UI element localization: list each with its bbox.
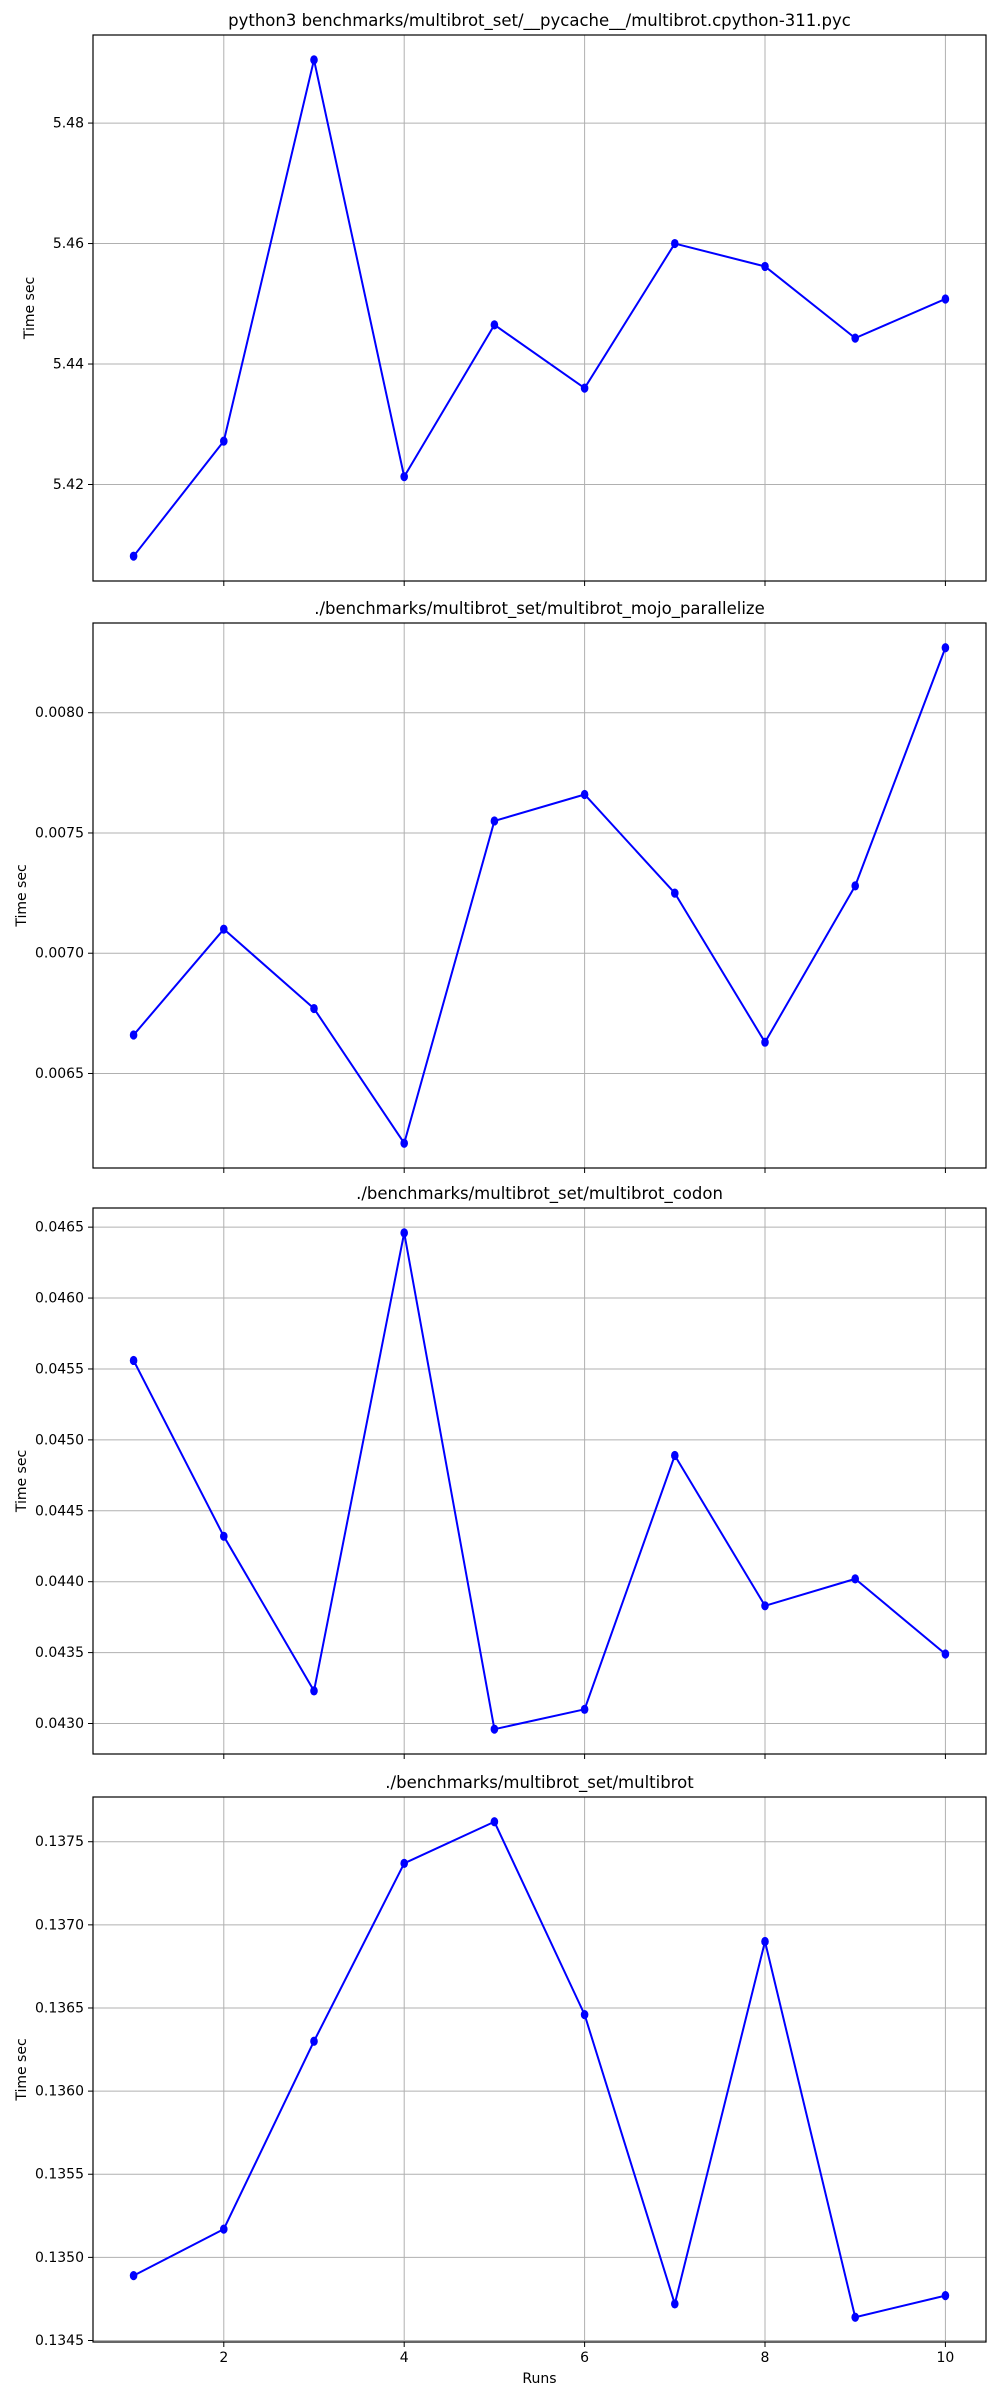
chart-2-line [132,646,947,1145]
chart-4-title: ./benchmarks/multibrot_set/multibrot [385,1773,694,1793]
chart-4-x-tick-label: 10 [936,2350,954,2366]
chart-3-y-axis-label: Time sec [14,1450,30,1513]
chart-3-y-tick-label: 0.0440 [35,1574,84,1590]
chart-3-y-tick-label: 0.0455 [35,1361,84,1377]
chart-4-point [310,2036,318,2046]
chart-1-point [580,383,589,393]
chart-1-point [129,551,138,561]
chart-1-point [310,55,318,65]
chart-3-point [851,1574,860,1584]
chart-3-y-tick-label: 0.0460 [35,1291,84,1307]
chart-4-point [400,1858,408,1868]
chart-3-y-tick-label: 0.0435 [35,1645,84,1661]
chart-2-y-tick-label: 0.0070 [35,946,84,962]
chart-2-point [310,1003,318,1014]
chart-2-title: ./benchmarks/multibrot_set/multibrot_moj… [314,599,765,619]
chart-4-point [580,2010,589,2020]
chart-4-point [490,1817,499,1827]
chart-4-point [671,2299,679,2309]
chart-4-point [851,2312,860,2322]
chart-1-y-axis-label: Time sec [22,277,38,340]
chart-4-y-axis-label: Time sec [14,2038,30,2101]
chart-1-y-tick-label: 5.44 [53,357,84,373]
chart-1-plot-border [92,34,987,582]
chart-3-y-tick-label: 0.0450 [35,1432,84,1448]
chart-3-point [129,1355,138,1366]
chart-1-point [400,472,408,482]
chart-1-y-tick-label: 5.48 [53,116,84,132]
chart-4-x-tick-label: 2 [219,2350,228,2366]
chart-4-point [941,2291,950,2301]
chart-3-y-tick-label: 0.0445 [35,1503,84,1519]
chart-1-point [941,294,950,304]
chart-3-point [671,1450,679,1461]
chart-4-y-tick-label: 0.1345 [35,2333,84,2349]
chart-4-y-tick-label: 0.1355 [35,2167,84,2183]
chart-2-plot-border [92,622,987,1169]
chart-4-y-tick-label: 0.1370 [35,1917,84,1933]
chart-3-point [761,1601,769,1611]
chart-4-y-tick-label: 0.1365 [35,2000,84,2016]
chart-2-point [761,1037,769,1047]
chart-4-y-tick-label: 0.1360 [35,2084,84,2100]
chart-4-point [129,2271,138,2281]
chart-2-point [671,888,679,898]
chart-4-x-tick-label: 6 [580,2350,589,2366]
chart-3-point [400,1228,408,1238]
chart-1-y-tick-label: 5.46 [53,236,84,252]
chart-2-point [129,1030,138,1040]
chart-3-line [132,1231,947,1731]
chart-2-y-tick-label: 0.0075 [35,825,84,841]
chart-2-y-tick-label: 0.0080 [35,705,84,721]
chart-4-line [132,1820,947,2319]
chart-4-y-tick-label: 0.1350 [35,2250,84,2266]
chart-1-point [851,333,860,343]
chart-3-point [310,1686,318,1696]
chart-2-point [851,881,860,891]
chart-1-title: python3 benchmarks/multibrot_set/__pycac… [228,11,851,31]
chart-4-plot-border [92,1796,987,2343]
chart-3-point [941,1649,950,1659]
chart-2-point [941,643,950,653]
chart-4-x-axis-label: Runs [522,2371,556,2387]
chart-2-point [490,816,499,826]
chart-3-title: ./benchmarks/multibrot_set/multibrot_cod… [356,1184,723,1204]
chart-1-point [219,436,228,446]
chart-1-point [671,238,679,249]
chart-4-y-tick-label: 0.1375 [35,1834,84,1850]
chart-2-y-axis-label: Time sec [14,864,30,927]
chart-2-point [580,789,589,800]
chart-1-point [490,320,499,330]
chart-2-point [219,924,228,934]
chart-3-y-tick-label: 0.0430 [35,1716,84,1732]
chart-4-x-tick-label: 8 [761,2350,770,2366]
chart-2-y-tick-label: 0.0065 [35,1066,84,1082]
chart-3-point [580,1704,589,1714]
chart-3-y-tick-label: 0.0465 [35,1220,84,1236]
chart-1-y-tick-label: 5.42 [53,477,84,493]
chart-4-point [219,2224,228,2234]
chart-3-point [219,1531,228,1541]
chart-4-x-tick-label: 4 [400,2350,409,2366]
chart-1-point [761,261,769,272]
chart-3-plot-border [92,1207,987,1755]
chart-4-point [761,1936,769,1947]
chart-1-line [132,58,947,558]
chart-2-point [400,1138,408,1148]
chart-3-point [490,1724,499,1734]
